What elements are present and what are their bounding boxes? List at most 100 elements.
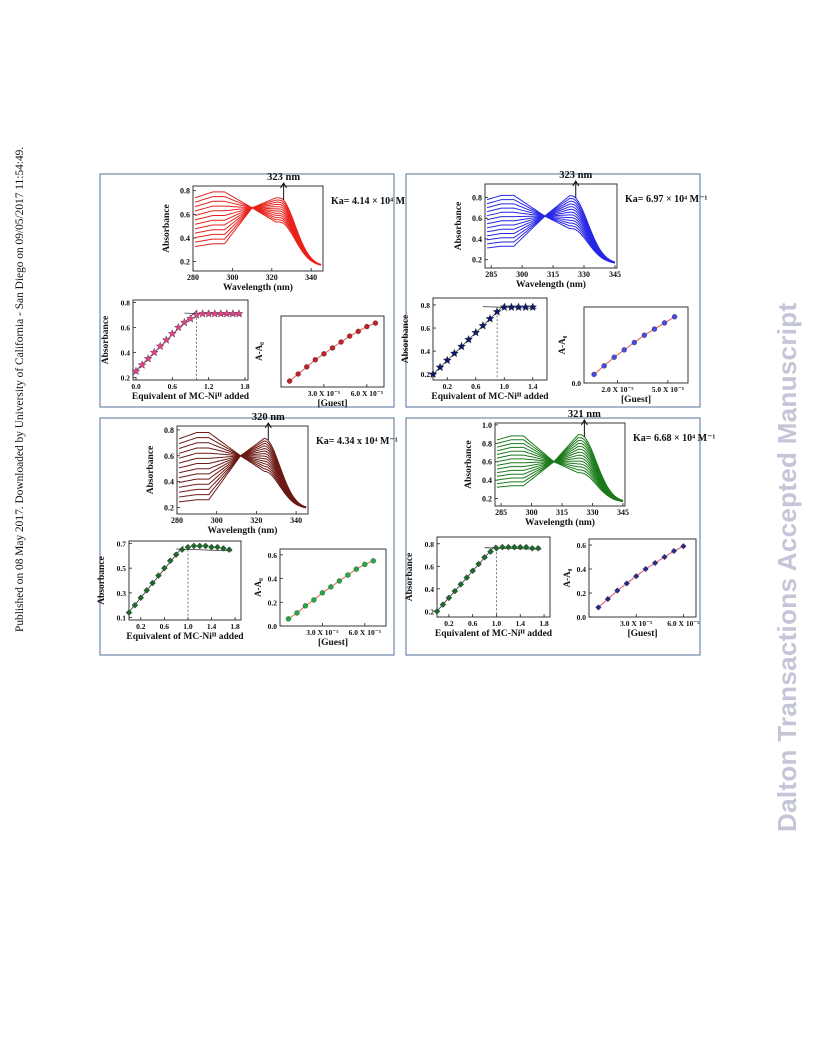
titration-plot: 0.2 0.6 1.0 1.4 1.8 0.2 0.4 0.6 0.8 Equivalent of… (405, 536, 553, 639)
peak-wavelength-label: 321 nm (568, 409, 601, 420)
binding-constant-label: Ka= 4.34 x 10⁴ M⁻¹ (316, 436, 398, 447)
plot-frame (192, 185, 324, 272)
x-tick-label: 0.6 (168, 382, 178, 391)
y-tick-label: 0.2 (180, 258, 190, 267)
x-tick-label: 320 (266, 273, 278, 282)
data-point (302, 603, 309, 609)
plot-frame (128, 540, 242, 621)
y-axis-label: Absorbance (97, 556, 107, 605)
x-tick-label: 330 (587, 508, 599, 517)
data-point-diamond (505, 543, 512, 551)
x-axis-label: [Guest] (627, 629, 657, 639)
x-axis-label: Wavelength (nm) (525, 517, 595, 528)
x-tick-label: 5.0 X 10⁻⁵ (652, 385, 685, 394)
spectrum-curve (496, 451, 624, 502)
panel-top-right: 285 300 315 330 345 0.2 0.4 0.6 0.8 Wavelength (n… (401, 170, 707, 408)
x-tick-label: 300 (526, 508, 538, 517)
x-axis-label: Equivalent of MC-Niᴵᴵ added (431, 392, 549, 402)
x-axis-label: Wavelength (nm) (208, 525, 278, 536)
y-tick-label: 0.8 (121, 299, 131, 308)
x-tick-label: 300 (516, 270, 528, 279)
data-point-diamond (143, 587, 150, 594)
data-point (591, 371, 597, 378)
y-tick-label: 0.2 (164, 504, 174, 513)
uv-spectra-plot: 280 300 320 340 0.2 0.4 0.6 0.8 Wavelength (nm) A… (146, 412, 398, 536)
data-point-diamond (493, 544, 500, 552)
y-axis-label: Absorbance (464, 440, 474, 489)
data-point-diamond (487, 548, 494, 555)
spectrum-curve (496, 434, 624, 501)
data-point (294, 610, 300, 616)
data-point (321, 351, 327, 357)
data-point-star (192, 310, 201, 319)
x-tick-label: 315 (556, 508, 568, 517)
x-axis-label: Wavelength (nm) (223, 282, 293, 293)
data-point-diamond (137, 594, 145, 602)
plot-frame (279, 548, 387, 627)
y-tick-label: 0.2 (421, 370, 431, 379)
x-tick-label: 330 (578, 270, 590, 279)
titration-plot: 0.2 0.6 1.0 1.4 1.8 0.1 0.3 0.5 0.7 Equivalent of… (97, 539, 244, 642)
plot-frame (176, 425, 309, 515)
data-point-diamond (652, 559, 659, 567)
x-tick-label: 6.0 X 10⁻⁵ (349, 628, 382, 637)
data-point-diamond (595, 604, 602, 611)
y-tick-label: 0.2 (268, 598, 278, 607)
x-axis-label: Equivalent of MC-Niᴵᴵ added (435, 629, 553, 639)
y-axis-label: Absorbance (146, 446, 156, 495)
data-point-star (137, 360, 147, 369)
peak-wavelength-label: 323 nm (559, 170, 592, 181)
data-point-diamond (516, 543, 524, 551)
data-point-star (149, 347, 159, 357)
y-tick-label: 0.3 (117, 589, 127, 598)
x-tick-label: 315 (547, 270, 559, 279)
data-point-star (450, 348, 459, 358)
x-tick-label: 0.2 (136, 622, 146, 631)
y-axis-label: Absorbance (454, 202, 464, 251)
data-point (661, 320, 668, 326)
titration-plot: 0.2 0.6 1.0 1.4 0.2 0.4 0.6 0.8 Equivalent of MC… (401, 297, 549, 402)
data-point-star (180, 317, 189, 327)
spectrum-curve (496, 435, 624, 502)
data-point-diamond (463, 574, 471, 581)
spectrum-curve (496, 448, 624, 502)
data-point (671, 314, 678, 320)
data-point-diamond (457, 581, 465, 588)
x-axis-label: [Guest] (318, 638, 348, 648)
y-tick-label: 0.7 (117, 539, 127, 548)
data-point-diamond (534, 544, 542, 552)
data-point (621, 347, 627, 353)
y-tick-label: 0.0 (572, 379, 582, 388)
data-point-star (464, 335, 473, 344)
plot-frame (432, 297, 548, 381)
data-point-diamond (190, 542, 198, 550)
x-tick-label: 1.8 (539, 619, 549, 628)
data-point-star (485, 314, 495, 323)
y-tick-label: 0.4 (577, 565, 587, 574)
data-point (364, 323, 370, 330)
data-point-star (492, 307, 502, 316)
data-point (336, 578, 343, 584)
data-point (353, 566, 359, 572)
data-point-diamond (623, 580, 630, 587)
spectrum-curve (487, 214, 616, 264)
y-tick-label: 0.6 (472, 214, 482, 223)
data-point (611, 354, 617, 360)
data-point-star (528, 302, 538, 311)
y-tick-label: 0.6 (121, 324, 131, 333)
data-point (295, 371, 301, 377)
data-point-diamond (642, 565, 649, 573)
y-tick-label: 0.4 (425, 585, 435, 594)
x-tick-label: 0.6 (468, 619, 478, 628)
data-point-diamond (680, 543, 687, 550)
y-tick-label: 0.1 (117, 614, 127, 623)
y-tick-label: 0.4 (164, 478, 174, 487)
x-tick-label: 340 (305, 273, 317, 282)
x-tick-label: 285 (485, 270, 497, 279)
y-tick-label: 0.6 (482, 458, 492, 467)
data-point (347, 333, 353, 339)
y-tick-label: 0.4 (421, 347, 431, 356)
data-point (328, 584, 334, 590)
y-tick-label: 0.6 (421, 324, 431, 333)
